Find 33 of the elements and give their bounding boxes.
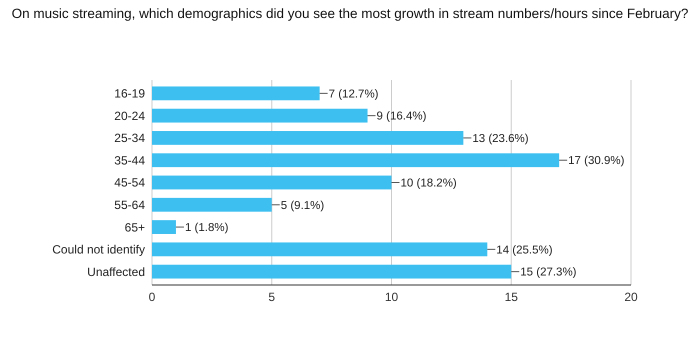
bar [152,220,176,234]
y-tick-label: 25-34 [114,131,146,146]
x-tick-label: 15 [504,290,518,304]
x-tick-label: 10 [384,290,398,304]
y-tick-label: 45-54 [114,176,146,190]
y-tick-label: 20-24 [114,108,146,123]
x-tick-label: 20 [624,290,638,304]
x-tick-label: 5 [268,290,276,304]
y-tick-label: 65+ [124,220,145,234]
data-label: 7 (12.7%) [328,88,379,100]
bar [152,242,488,256]
data-label: 9 (16.4%) [376,110,427,123]
bar [152,176,392,190]
data-label: 10 (18.2%) [400,178,457,190]
bar [152,153,560,168]
y-tick-label: Could not identify [52,242,145,257]
y-tick-label: Unaffected [87,264,145,279]
bar [152,86,320,100]
y-tick-label: 16-19 [114,86,146,101]
bar [152,264,512,279]
data-label: 14 (25.5%) [496,244,553,256]
y-tick-label: 55-64 [114,198,146,212]
chart-title: On music streaming, which demographics did you see the most growth in stream numbers/hours since February? [12,6,688,21]
x-tick-label: 0 [148,290,156,304]
bar [152,108,368,123]
data-label: 13 (23.6%) [472,132,529,145]
y-tick-label: 35-44 [114,153,146,168]
data-label: 15 (27.3%) [520,266,577,279]
data-label: 17 (30.9%) [568,155,625,168]
bar [152,131,464,145]
data-label: 1 (1.8%) [184,222,229,234]
data-label: 5 (9.1%) [280,200,324,212]
bar [152,198,272,212]
